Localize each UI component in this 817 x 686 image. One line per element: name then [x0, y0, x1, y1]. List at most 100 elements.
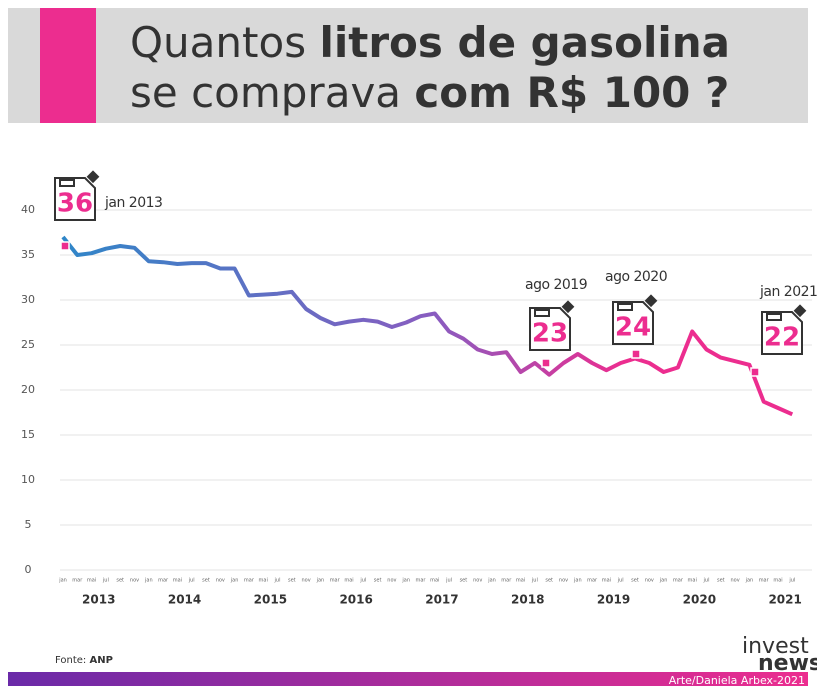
x-tick-label: nov: [645, 578, 654, 584]
x-tick-label: jan: [659, 578, 668, 584]
y-tick-label: 40: [21, 203, 35, 216]
can-body: [54, 177, 96, 221]
y-tick-label: 25: [21, 338, 35, 351]
annotation-marker: [631, 349, 641, 359]
can-handle: [59, 179, 75, 187]
x-tick-label: nov: [473, 578, 482, 584]
annotation-marker: [750, 367, 760, 377]
chart-title: se comprava com R$ 100 ?: [130, 68, 729, 117]
year-label: 2017: [425, 593, 458, 607]
x-tick-label: mai: [430, 578, 439, 584]
x-tick-label: jul: [531, 578, 538, 584]
y-tick-label: 30: [21, 293, 35, 306]
x-tick-label: set: [288, 578, 296, 584]
x-tick-label: mar: [416, 578, 427, 584]
year-label: 2015: [254, 593, 287, 607]
can-body: [761, 311, 803, 355]
x-tick-label: jan: [144, 578, 153, 584]
x-tick-label: mar: [673, 578, 684, 584]
x-tick-label: jan: [573, 578, 582, 584]
x-tick-label: jul: [617, 578, 624, 584]
can-spout: [86, 170, 100, 184]
header-band: [8, 8, 808, 123]
x-tick-label: mai: [602, 578, 611, 584]
credit: Arte/Daniela Arbex-2021: [669, 674, 805, 686]
x-tick-label: mar: [158, 578, 169, 584]
x-tick-label: jul: [274, 578, 281, 584]
annotation-label: jan 2013: [104, 195, 162, 211]
annotation-label: jan 2021: [759, 284, 817, 300]
year-label: 2014: [168, 593, 201, 607]
y-tick-label: 0: [25, 563, 32, 576]
chart-title: Quantos litros de gasolina: [130, 18, 730, 67]
can-body: [612, 301, 654, 345]
y-tick-label: 20: [21, 383, 35, 396]
x-tick-label: set: [545, 578, 553, 584]
x-tick-label: mar: [587, 578, 598, 584]
footer-band: [8, 672, 808, 686]
x-tick-label: jan: [230, 578, 239, 584]
x-tick-label: mai: [259, 578, 268, 584]
x-tick-label: mai: [688, 578, 697, 584]
x-tick-label: mai: [773, 578, 782, 584]
x-tick-label: nov: [216, 578, 225, 584]
x-tick-label: set: [202, 578, 210, 584]
year-label: 2013: [82, 593, 115, 607]
x-tick-label: jan: [316, 578, 325, 584]
y-tick-label: 35: [21, 248, 35, 261]
can-handle: [534, 309, 550, 317]
x-tick-label: mar: [759, 578, 770, 584]
x-tick-label: jul: [188, 578, 195, 584]
can-handle: [766, 313, 782, 321]
can-body: [529, 307, 571, 351]
x-tick-label: set: [374, 578, 382, 584]
header-accent: [40, 8, 96, 123]
x-tick-label: jan: [58, 578, 67, 584]
annotation-value: 23: [532, 319, 568, 349]
annotation-marker: [541, 358, 551, 368]
annotation-value: 24: [615, 313, 651, 343]
x-tick-label: nov: [302, 578, 311, 584]
logo: invest: [742, 634, 809, 659]
x-tick-label: set: [631, 578, 639, 584]
x-tick-label: mai: [173, 578, 182, 584]
year-label: 2016: [339, 593, 372, 607]
gas-can: [54, 170, 100, 221]
x-tick-label: mar: [330, 578, 341, 584]
x-tick-label: nov: [731, 578, 740, 584]
x-tick-label: set: [717, 578, 725, 584]
annotation-marker: [60, 241, 70, 251]
x-tick-label: jan: [745, 578, 754, 584]
gas-can: [612, 294, 658, 345]
annotation-label: ago 2020: [605, 269, 667, 285]
x-tick-label: jul: [359, 578, 366, 584]
year-label: 2018: [511, 593, 544, 607]
y-tick-label: 10: [21, 473, 35, 486]
year-label: 2020: [683, 593, 716, 607]
source: Fonte: ANP: [55, 655, 113, 666]
gas-can: [761, 304, 807, 355]
x-tick-label: mar: [501, 578, 512, 584]
annotation-value: 36: [57, 189, 93, 219]
x-tick-label: mar: [72, 578, 83, 584]
x-tick-label: set: [116, 578, 124, 584]
x-tick-label: nov: [559, 578, 568, 584]
y-tick-label: 5: [25, 518, 32, 531]
year-label: 2019: [597, 593, 630, 607]
x-tick-label: jan: [487, 578, 496, 584]
x-tick-label: nov: [387, 578, 396, 584]
x-tick-label: mai: [344, 578, 353, 584]
x-tick-label: set: [460, 578, 468, 584]
annotation-label: ago 2019: [525, 277, 587, 293]
can-handle: [617, 303, 633, 311]
x-tick-label: jul: [788, 578, 795, 584]
logo: news: [758, 651, 817, 676]
year-label: 2021: [768, 593, 801, 607]
x-tick-label: jul: [445, 578, 452, 584]
x-tick-label: jan: [401, 578, 410, 584]
x-tick-label: jul: [102, 578, 109, 584]
annotation-value: 22: [764, 323, 800, 353]
x-tick-label: nov: [130, 578, 139, 584]
x-tick-label: mai: [87, 578, 96, 584]
